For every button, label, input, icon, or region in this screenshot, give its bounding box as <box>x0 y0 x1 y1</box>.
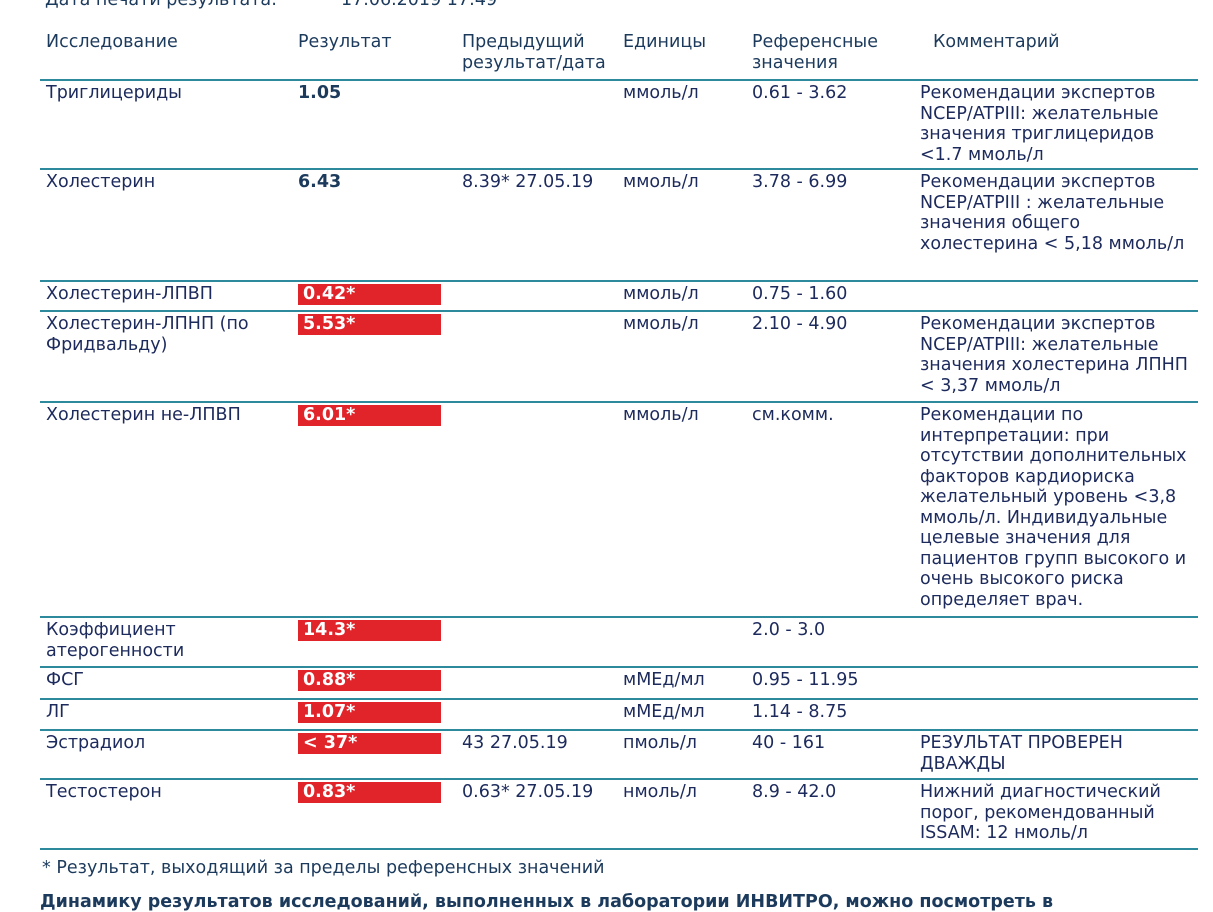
units: ммоль/л <box>623 172 699 192</box>
result-value: < 37* <box>298 733 441 754</box>
units: пмоль/л <box>623 733 697 753</box>
test-name: Холестерин-ЛПНП (по Фридвальду) <box>46 314 249 355</box>
header-reference: Референсные значения <box>752 32 879 73</box>
header-previous: Предыдущий результат/дата <box>462 32 606 73</box>
test-name: Эстрадиол <box>46 733 146 753</box>
result-value: 5.53* <box>298 314 441 335</box>
units: ммоль/л <box>623 405 699 425</box>
reference-range: 0.61 - 3.62 <box>752 83 848 103</box>
result-value: 0.42* <box>298 284 441 305</box>
units: ммоль/л <box>623 83 699 103</box>
header-result: Результат <box>298 32 392 52</box>
units: ммоль/л <box>623 314 699 334</box>
units: нмоль/л <box>623 782 697 802</box>
footnote: * Результат, выходящий за пределы рефере… <box>42 858 605 878</box>
comment: Рекомендации экспертов NCEP/ATPIII : жел… <box>920 172 1185 254</box>
comment: Рекомендации экспертов NCEP/ATPIII: жела… <box>920 314 1188 396</box>
result-value: 1.05 <box>298 83 342 103</box>
reference-range: 0.75 - 1.60 <box>752 284 848 304</box>
header-comment: Комментарий <box>933 32 1060 52</box>
test-name: ЛГ <box>46 702 70 722</box>
table-row: ФСГ 0.88* мМЕд/мл 0.95 - 11.95 <box>40 668 1198 700</box>
print-date-value: 17.06.2019 17:49 <box>341 0 498 10</box>
footer-text: Динамику результатов исследований, выпол… <box>40 892 1054 912</box>
reference-range: 3.78 - 6.99 <box>752 172 848 192</box>
reference-range: 1.14 - 8.75 <box>752 702 848 722</box>
test-name: Холестерин-ЛПВП <box>46 284 213 304</box>
comment: Рекомендации по интерпретации: при отсут… <box>920 405 1187 610</box>
test-name: ФСГ <box>46 670 84 690</box>
table-header: Исследование Результат Предыдущий резуль… <box>40 30 1198 81</box>
result-value: 14.3* <box>298 620 441 641</box>
previous-result: 8.39* 27.05.19 <box>462 172 594 192</box>
header-test: Исследование <box>46 32 178 52</box>
result-value: 0.83* <box>298 782 441 803</box>
print-date-label: Дата печати результата: <box>45 0 278 10</box>
table-row: Эстрадиол < 37* 43 27.05.19 пмоль/л 40 - 161… <box>40 731 1198 780</box>
table-row: Холестерин не-ЛПВП 6.01* ммоль/л см.комм. Ре… <box>40 403 1198 618</box>
table-row: Холестерин 6.43 8.39* 27.05.19 ммоль/л 3.78 … <box>40 170 1198 282</box>
table-row: Холестерин-ЛПНП (по Фридвальду) 5.53* ммол… <box>40 312 1198 403</box>
reference-range: см.комм. <box>752 405 834 425</box>
previous-result: 43 27.05.19 <box>462 733 568 753</box>
test-name: Триглицериды <box>46 83 183 103</box>
reference-range: 2.10 - 4.90 <box>752 314 848 334</box>
result-value: 1.07* <box>298 702 441 723</box>
test-name: Холестерин не-ЛПВП <box>46 405 241 425</box>
comment: Нижний диагностический порог, рекомендов… <box>920 782 1161 843</box>
reference-range: 8.9 - 42.0 <box>752 782 837 802</box>
print-date: Дата печати результата: 17.06.2019 17:49 <box>45 0 497 10</box>
test-name: Холестерин <box>46 172 156 192</box>
result-value: 6.43 <box>298 172 342 192</box>
result-value: 6.01* <box>298 405 441 426</box>
header-units: Единицы <box>623 32 707 52</box>
test-name: Тестостерон <box>46 782 162 802</box>
table-row: Холестерин-ЛПВП 0.42* ммоль/л 0.75 - 1.60 <box>40 282 1198 312</box>
table-row: Триглицериды 1.05 ммоль/л 0.61 - 3.62 Рекоме… <box>40 81 1198 170</box>
previous-result: 0.63* 27.05.19 <box>462 782 594 802</box>
table-row: Тестостерон 0.83* 0.63* 27.05.19 нмоль/л 8.9… <box>40 780 1198 850</box>
reference-range: 2.0 - 3.0 <box>752 620 826 640</box>
units: мМЕд/мл <box>623 702 705 722</box>
result-value: 0.88* <box>298 670 441 691</box>
units: мМЕд/мл <box>623 670 705 690</box>
reference-range: 0.95 - 11.95 <box>752 670 859 690</box>
table-row: ЛГ 1.07* мМЕд/мл 1.14 - 8.75 <box>40 700 1198 731</box>
reference-range: 40 - 161 <box>752 733 826 753</box>
test-name: Коэффициент атерогенности <box>46 620 185 661</box>
comment: РЕЗУЛЬТАТ ПРОВЕРЕН ДВАЖДЫ <box>920 733 1123 774</box>
results-table: Исследование Результат Предыдущий резуль… <box>40 30 1198 850</box>
units: ммоль/л <box>623 284 699 304</box>
table-row: Коэффициент атерогенности 14.3* 2.0 - 3.0 <box>40 618 1198 668</box>
comment: Рекомендации экспертов NCEP/ATPIII: жела… <box>920 83 1159 165</box>
